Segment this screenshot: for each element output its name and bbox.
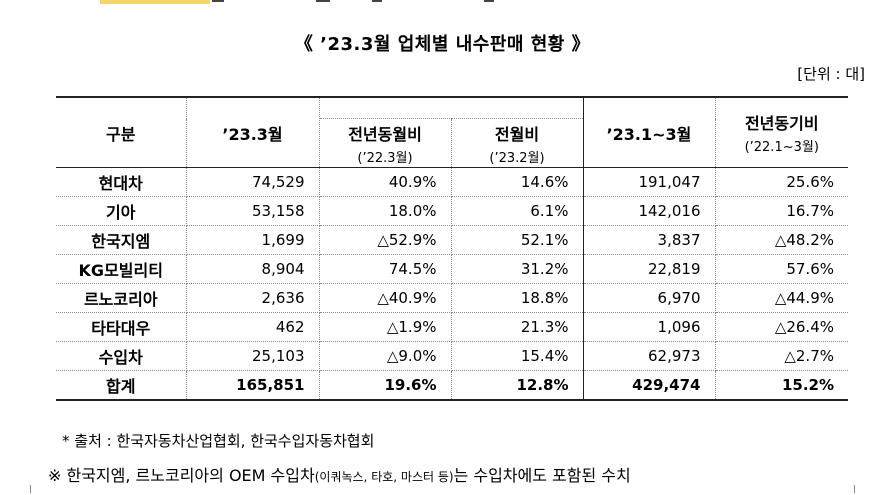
cell-ytd-yoy: 16.7%: [714, 196, 848, 226]
header-ytd: ’23.1~3월: [582, 96, 716, 168]
row-label: 합계: [56, 370, 187, 401]
cell-mom: 12.8%: [450, 370, 584, 401]
cell-yoy: 74.5%: [318, 254, 452, 284]
cell-mom: 14.6%: [450, 167, 584, 197]
cell-mar: 462: [185, 312, 320, 342]
cell-yoy: △52.9%: [318, 225, 452, 255]
cell-ytd: 3,837: [582, 225, 716, 255]
table-header-row: 구분 ’23.3월 ’23.1~3월 전년동기비 (’22.1~3월): [56, 96, 848, 168]
cell-ytd: 142,016: [582, 196, 716, 226]
text-fragment: [212, 0, 224, 2]
cell-ytd: 191,047: [582, 167, 716, 197]
header-ytd-yoy: 전년동기비 (’22.1~3월): [714, 96, 848, 168]
cell-yoy: △9.0%: [318, 341, 452, 371]
cell-ytd: 429,474: [582, 370, 716, 401]
header-yoy: 전년동월비 (’22.3월): [319, 118, 452, 168]
footnote-examples: (이쿼녹스, 타호, 마스터 등): [314, 470, 454, 484]
top-cut-line: [0, 0, 885, 6]
cell-mom: 52.1%: [450, 225, 584, 255]
cell-mar: 8,904: [185, 254, 320, 284]
row-label: 한국지엠: [56, 225, 187, 255]
table-row: 현대차 74,529 40.9% 14.6% 191,047 25.6%: [56, 167, 848, 197]
highlight-mark: [100, 0, 210, 4]
cell-yoy: △1.9%: [318, 312, 452, 342]
cell-ytd-yoy: 25.6%: [714, 167, 848, 197]
table-row: 타타대우 462 △1.9% 21.3% 1,096 △26.4%: [56, 312, 848, 342]
page-corner-mark: [30, 485, 39, 493]
footnote-prefix: ※ 한국지엠, 르노코리아의 OEM 수입차: [48, 466, 315, 485]
header-ytd-yoy-sub: (’22.1~3월): [744, 140, 819, 155]
header-mar: ’23.3월: [185, 96, 320, 168]
text-fragment: [484, 0, 494, 2]
cell-ytd: 6,970: [582, 283, 716, 313]
cell-mom: 31.2%: [450, 254, 584, 284]
row-label: 르노코리아: [56, 283, 187, 313]
cell-mom: 18.8%: [450, 283, 584, 313]
cell-yoy: 18.0%: [318, 196, 452, 226]
footnote: ※ 한국지엠, 르노코리아의 OEM 수입차(이쿼녹스, 타호, 마스터 등)는…: [48, 462, 631, 486]
cell-ytd-yoy: △48.2%: [714, 225, 848, 255]
header-group-monthly: [318, 96, 584, 119]
text-fragment: [316, 0, 330, 2]
row-label: KG모빌리티: [56, 254, 187, 284]
table-header-row-2: 전년동월비 (’22.3월) 전월비 (’23.2월): [56, 118, 848, 168]
header-mom-label: 전월비: [494, 124, 540, 144]
table-row: KG모빌리티 8,904 74.5% 31.2% 22,819 57.6%: [56, 254, 848, 284]
row-label: 수입차: [56, 341, 187, 371]
header-yoy-sub: (’22.3월): [357, 150, 413, 166]
cell-ytd: 62,973: [582, 341, 716, 371]
cell-mar: 2,636: [185, 283, 320, 313]
row-label: 타타대우: [56, 312, 187, 342]
page-title: 《 ’23.3월 업체별 내수판매 현황 》: [294, 34, 591, 55]
cell-yoy: 40.9%: [318, 167, 452, 197]
header-mom: 전월비 (’23.2월): [450, 118, 583, 168]
cell-mar: 53,158: [185, 196, 320, 226]
cell-ytd-yoy: 57.6%: [714, 254, 848, 284]
cell-mar: 1,699: [185, 225, 320, 255]
footnote-suffix: 는 수입차에도 포함된 수치: [453, 466, 631, 485]
table-row: 르노코리아 2,636 △40.9% 18.8% 6,970 △44.9%: [56, 283, 848, 313]
row-label: 현대차: [56, 167, 187, 197]
unit-label: [단위 : 대]: [797, 65, 865, 83]
cell-yoy: △40.9%: [318, 283, 452, 313]
cell-ytd-yoy: △44.9%: [714, 283, 848, 313]
total-row: 합계 165,851 19.6% 12.8% 429,474 15.2%: [56, 370, 848, 401]
table-row: 한국지엠 1,699 △52.9% 52.1% 3,837 △48.2%: [56, 225, 848, 255]
table-row: 수입차 25,103 △9.0% 15.4% 62,973 △2.7%: [56, 341, 848, 371]
cell-mar: 165,851: [185, 370, 320, 401]
header-category: 구분: [56, 96, 187, 168]
cell-mom: 15.4%: [450, 341, 584, 371]
cell-mar: 25,103: [185, 341, 320, 371]
cell-ytd-yoy: 15.2%: [714, 370, 848, 401]
text-fragment: [372, 0, 382, 2]
cell-mar: 74,529: [185, 167, 320, 197]
header-mom-sub: (’23.2월): [489, 150, 545, 166]
cell-mom: 21.3%: [450, 312, 584, 342]
cell-ytd: 1,096: [582, 312, 716, 342]
sales-table: 구분 ’23.3월 ’23.1~3월 전년동기비 (’22.1~3월) 전년동월…: [56, 96, 848, 401]
source-note: * 출처 : 한국자동차산업협회, 한국수입자동차협회: [62, 432, 375, 450]
page-corner-mark: [846, 485, 855, 493]
row-label: 기아: [56, 196, 187, 226]
cell-ytd-yoy: △2.7%: [714, 341, 848, 371]
cell-yoy: 19.6%: [318, 370, 452, 401]
cell-ytd: 22,819: [582, 254, 716, 284]
header-ytd-yoy-label: 전년동기비: [744, 114, 819, 133]
table-row: 기아 53,158 18.0% 6.1% 142,016 16.7%: [56, 196, 848, 226]
cell-mom: 6.1%: [450, 196, 584, 226]
cell-ytd-yoy: △26.4%: [714, 312, 848, 342]
header-yoy-label: 전년동월비: [348, 124, 422, 144]
